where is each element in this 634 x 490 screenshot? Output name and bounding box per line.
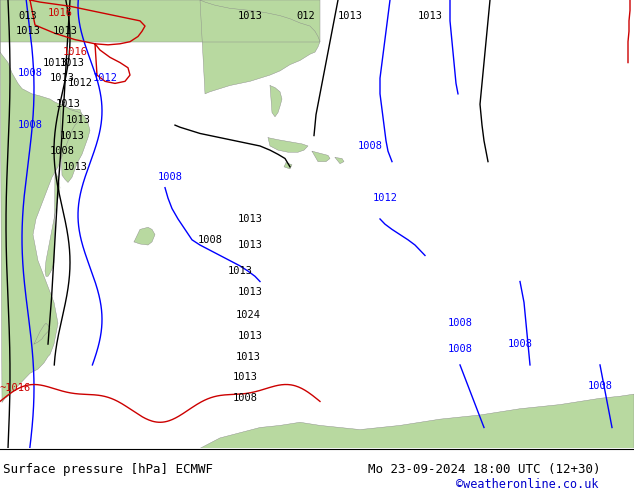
Text: ©weatheronline.co.uk: ©weatheronline.co.uk: [456, 478, 599, 490]
Polygon shape: [200, 0, 320, 94]
Text: 1013: 1013: [235, 352, 261, 362]
Text: 1013: 1013: [60, 130, 84, 141]
Text: Mo 23-09-2024 18:00 UTC (12+30): Mo 23-09-2024 18:00 UTC (12+30): [368, 463, 600, 476]
Polygon shape: [270, 85, 282, 117]
Text: 1008: 1008: [198, 235, 223, 245]
Text: 1013: 1013: [63, 162, 87, 172]
Text: 1013: 1013: [65, 115, 91, 125]
Polygon shape: [0, 0, 320, 42]
Text: 012: 012: [297, 11, 315, 21]
Polygon shape: [0, 0, 82, 402]
Text: 1013: 1013: [238, 287, 262, 297]
Text: 1008: 1008: [448, 318, 472, 328]
Polygon shape: [268, 138, 308, 152]
Text: 1013: 1013: [42, 57, 67, 68]
Text: 1013: 1013: [49, 73, 75, 83]
Text: 1012: 1012: [93, 73, 117, 83]
Polygon shape: [34, 323, 50, 344]
Text: 1013: 1013: [56, 99, 81, 109]
Text: 1013: 1013: [228, 266, 252, 276]
Text: 1008: 1008: [49, 146, 75, 156]
Polygon shape: [45, 172, 60, 276]
Polygon shape: [60, 104, 90, 182]
Text: 1008: 1008: [18, 120, 42, 130]
Text: 1008: 1008: [358, 141, 382, 151]
Text: 1008: 1008: [588, 381, 612, 391]
Polygon shape: [200, 394, 634, 448]
Text: 1008: 1008: [233, 393, 257, 403]
Text: Surface pressure [hPa] ECMWF: Surface pressure [hPa] ECMWF: [3, 463, 213, 476]
Text: 1016: 1016: [48, 7, 72, 18]
Text: 1013: 1013: [238, 11, 262, 21]
Text: 1016: 1016: [63, 47, 87, 57]
Text: 1012: 1012: [373, 193, 398, 203]
Text: 1013: 1013: [15, 26, 41, 36]
Text: 1013: 1013: [53, 26, 77, 36]
Polygon shape: [134, 227, 155, 245]
Text: ~1016: ~1016: [0, 383, 30, 393]
Text: 1012: 1012: [67, 78, 93, 88]
Text: 1008: 1008: [18, 68, 42, 78]
Text: 1013: 1013: [337, 11, 363, 21]
Text: 1013: 1013: [238, 214, 262, 224]
Text: 013: 013: [18, 11, 37, 21]
Text: 1008: 1008: [448, 344, 472, 354]
Text: 1024: 1024: [235, 310, 261, 320]
Text: 1013: 1013: [233, 372, 257, 383]
Polygon shape: [312, 151, 330, 162]
Text: 1013: 1013: [238, 240, 262, 250]
Text: 1013: 1013: [418, 11, 443, 21]
Polygon shape: [335, 157, 344, 164]
Text: 1008: 1008: [157, 172, 183, 182]
Text: 1013: 1013: [238, 331, 262, 341]
Text: 1008: 1008: [507, 339, 533, 349]
Text: 1013: 1013: [60, 57, 84, 68]
Polygon shape: [284, 163, 292, 169]
